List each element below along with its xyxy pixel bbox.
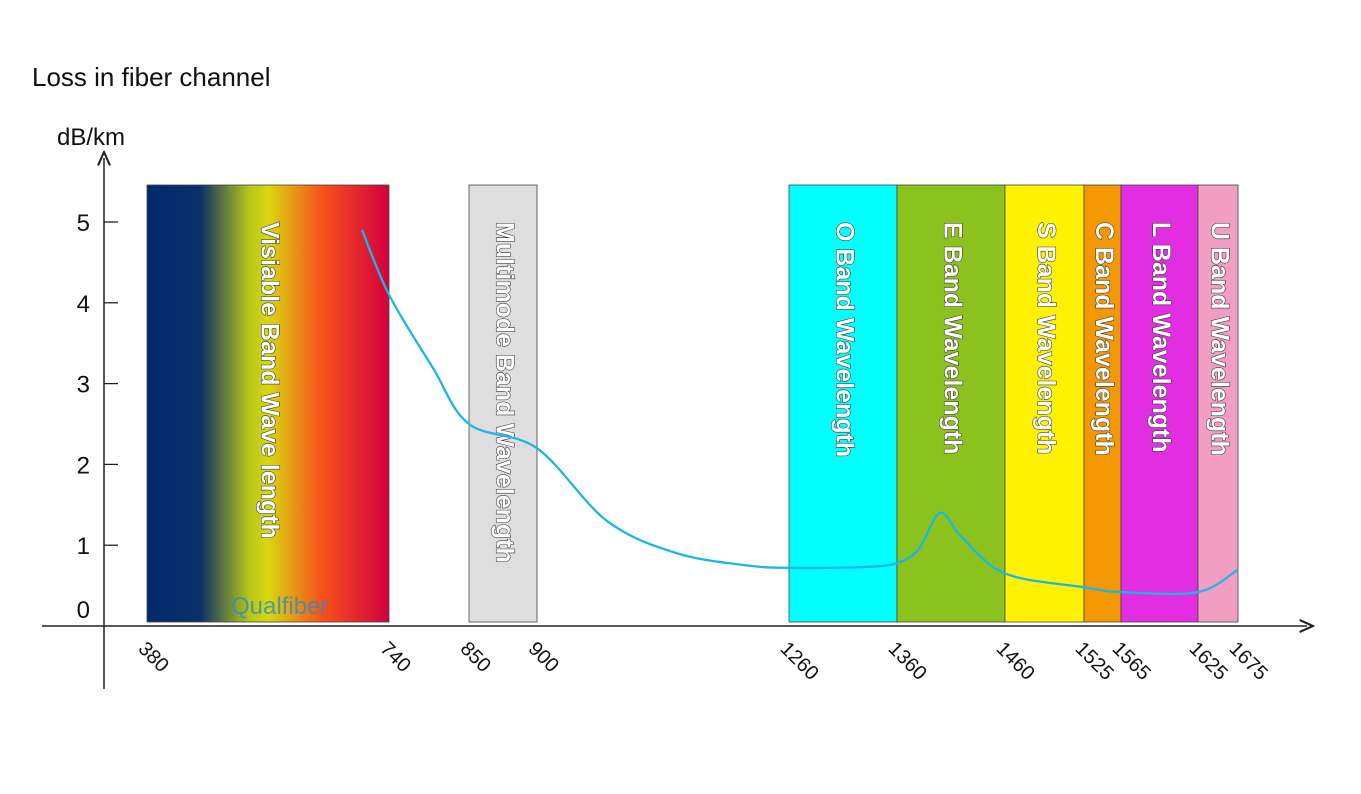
c-band-wavelength-label: C Band Wavelength [1090, 222, 1118, 456]
e-band-wavelength-label: E Band Wavelength [938, 222, 966, 454]
y-tick-label: 3 [77, 372, 90, 399]
multimode-band-wavelength-band [468, 184, 538, 623]
x-tick-label: 1460 [992, 638, 1039, 685]
x-tick-label: 1360 [884, 638, 931, 685]
x-tick-label: 740 [376, 638, 415, 677]
visiable-band-wave-length-band [146, 184, 390, 623]
x-tick-label: 900 [524, 638, 563, 677]
o-band-wavelength-label: O Band Wavelength [830, 222, 858, 457]
u-band-wavelength-label: U Band Wavelength [1205, 222, 1233, 456]
y-tick-label: 5 [77, 210, 90, 237]
visiable-band-wave-length-label: Visiable Band Wave length [255, 222, 283, 539]
c-band-wavelength-band [1083, 184, 1122, 623]
x-tick-label: 1525 [1071, 638, 1118, 685]
chart-title: Loss in fiber channel [32, 62, 271, 92]
x-tick-label: 1625 [1185, 638, 1232, 685]
y-tick-label: 4 [77, 291, 90, 318]
l-band-wavelength-band [1120, 184, 1199, 623]
x-tick-label: 1565 [1108, 638, 1155, 685]
multimode-band-wavelength-label: Multimode Band Wavelength [490, 222, 518, 563]
s-band-wavelength-band [1004, 184, 1085, 623]
y-tick-label: 0 [77, 597, 90, 624]
x-tick-label: 380 [134, 638, 173, 677]
loss-curve [361, 229, 1239, 596]
x-tick-label: 1260 [776, 638, 823, 685]
x-tick-label: 850 [456, 638, 495, 677]
u-band-wavelength-band [1197, 184, 1239, 623]
qualfiber-watermark: Qualfiber [231, 593, 328, 620]
l-band-wavelength-label: L Band Wavelength [1147, 222, 1175, 453]
o-band-wavelength-band [788, 184, 898, 623]
s-band-wavelength-label: S Band Wavelength [1032, 222, 1060, 454]
x-tick-label: 1675 [1225, 638, 1272, 685]
y-axis-label: dB/km [57, 124, 126, 151]
y-tick-label: 1 [77, 533, 90, 560]
e-band-wavelength-band [896, 184, 1006, 623]
y-tick-label: 2 [77, 452, 90, 479]
